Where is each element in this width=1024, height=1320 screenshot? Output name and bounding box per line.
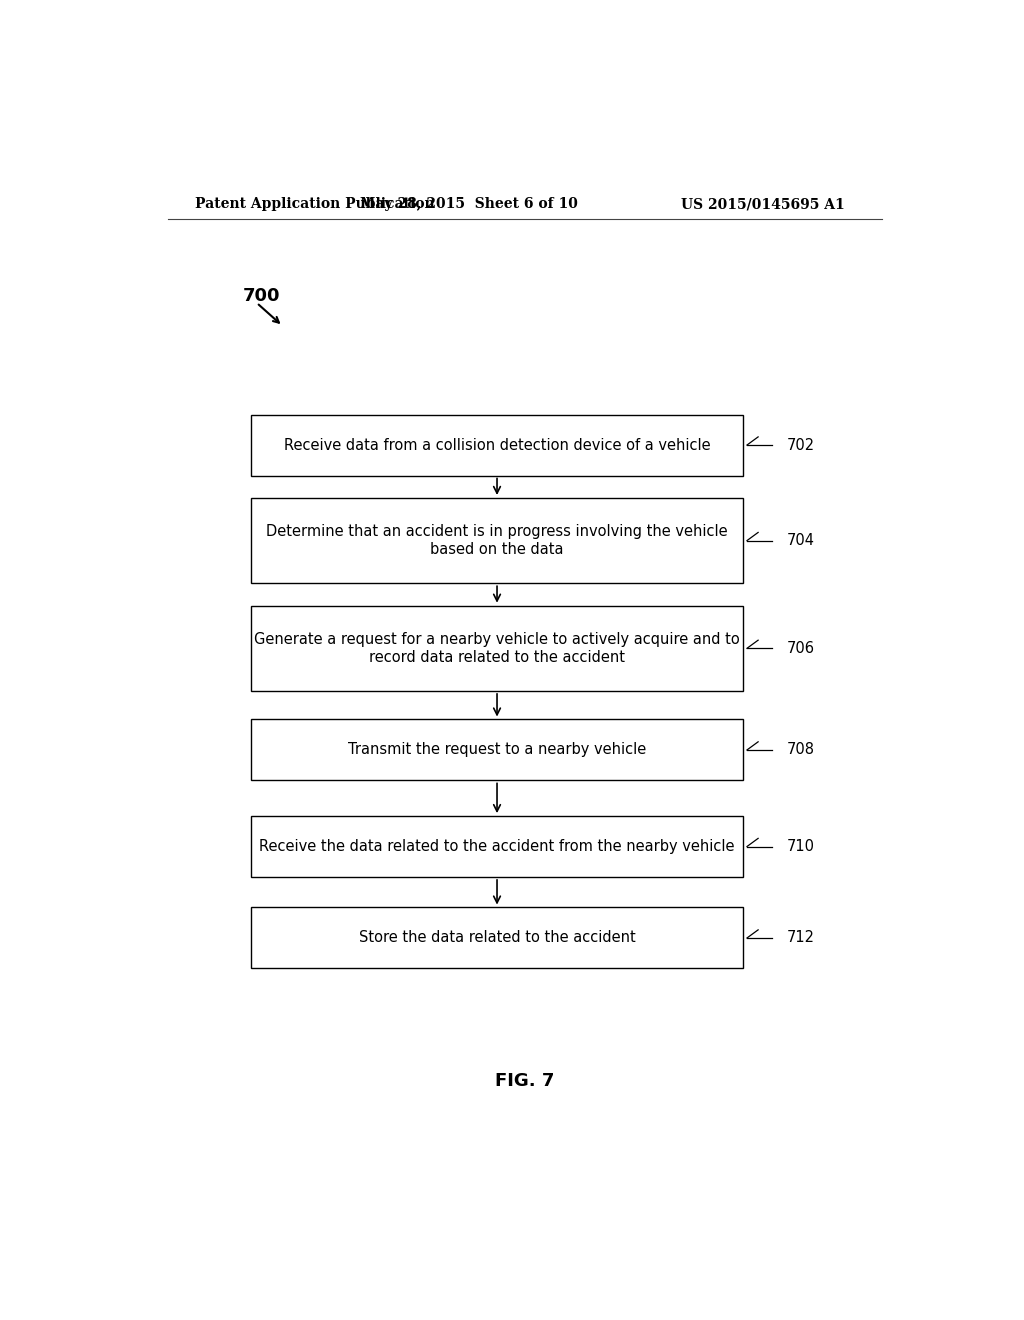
Text: 708: 708 — [786, 742, 815, 758]
Text: Transmit the request to a nearby vehicle: Transmit the request to a nearby vehicle — [348, 742, 646, 758]
Text: May 28, 2015  Sheet 6 of 10: May 28, 2015 Sheet 6 of 10 — [360, 197, 579, 211]
Text: 712: 712 — [786, 931, 815, 945]
Bar — [251, 414, 743, 475]
Bar — [251, 719, 743, 780]
Text: 710: 710 — [786, 840, 815, 854]
Bar — [251, 606, 743, 690]
Text: Receive the data related to the accident from the nearby vehicle: Receive the data related to the accident… — [259, 840, 735, 854]
Text: Patent Application Publication: Patent Application Publication — [196, 197, 435, 211]
Bar — [251, 498, 743, 583]
Bar — [251, 907, 743, 969]
Text: 706: 706 — [786, 640, 815, 656]
Bar — [251, 816, 743, 876]
Text: 704: 704 — [786, 533, 815, 548]
Text: Generate a request for a nearby vehicle to actively acquire and to
record data r: Generate a request for a nearby vehicle … — [254, 632, 740, 664]
Text: 702: 702 — [786, 437, 815, 453]
Text: US 2015/0145695 A1: US 2015/0145695 A1 — [681, 197, 845, 211]
Text: Store the data related to the accident: Store the data related to the accident — [358, 931, 636, 945]
Text: Receive data from a collision detection device of a vehicle: Receive data from a collision detection … — [284, 437, 711, 453]
Text: FIG. 7: FIG. 7 — [496, 1072, 554, 1090]
Text: Determine that an accident is in progress involving the vehicle
based on the dat: Determine that an accident is in progres… — [266, 524, 728, 557]
Text: 700: 700 — [243, 286, 281, 305]
